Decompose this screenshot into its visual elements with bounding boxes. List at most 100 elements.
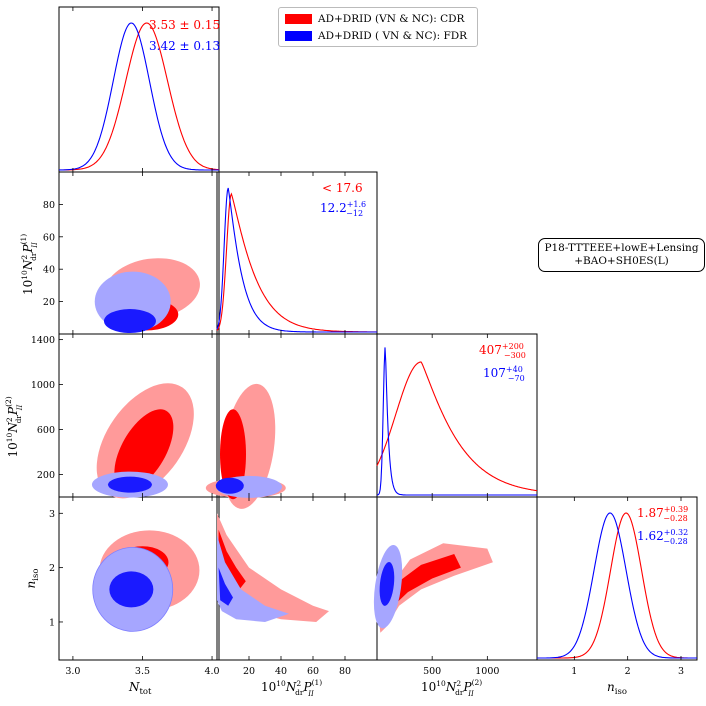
ytick-label-P1-1: 40	[43, 265, 55, 276]
ytick-label-P1-3: 80	[43, 200, 55, 211]
xtick-label-P1-3: 80	[339, 666, 351, 677]
stat-p1-fdr-part-0: 12.2	[320, 201, 347, 215]
stat-p2-cdr-part-1: +200	[502, 342, 524, 351]
contour-p2-niso-cdr-inner	[385, 554, 461, 606]
yaxis-label-p1-part-4: dr	[29, 252, 38, 261]
stat-niso-fdr-part-2: −0.28	[663, 537, 688, 546]
stat-niso-fdr: 1.62+0.32 −0.28	[637, 528, 688, 546]
contour-p1-p2-fdr-inner	[215, 477, 244, 494]
stat-p2-fdr-part-0: 107	[483, 366, 506, 380]
yaxis-label-p2-part-3: 2	[5, 417, 14, 422]
xaxis-label-p2-part-5: P	[463, 680, 473, 694]
yaxis-label-p2-part-5: P	[6, 406, 20, 416]
xaxis-label-p1-part-5: P	[303, 680, 313, 694]
contour-p1-niso-fdr-inner	[218, 567, 233, 606]
xaxis-label-p2-part-6: (2)	[472, 678, 483, 687]
marginal-ntot-fdr-line	[58, 22, 219, 171]
yaxis-label-p2-part-2: N	[6, 422, 20, 434]
stat-p1-fdr-part-2: −12	[346, 209, 363, 218]
stat-p1-fdr-part-1: +1.6	[347, 200, 366, 209]
ytick-label-P2-2: 1000	[31, 380, 55, 391]
xaxis-label-p1-part-7: II	[307, 690, 314, 698]
yaxis-label-niso: niso	[24, 569, 41, 589]
xaxis-label-niso: niso	[607, 680, 627, 697]
marginal-p2-cdr-line	[376, 361, 538, 492]
yaxis-label-p1-part-5: P	[21, 244, 35, 254]
xaxis-label-p1: 1010N2 drP(1) II	[261, 678, 322, 698]
xaxis-label-ntot-part-1: tot	[140, 687, 153, 697]
contour-ntot-p2-cdr-inner	[114, 409, 174, 491]
contour-ntot-p2-fdr-inner	[107, 476, 152, 493]
yaxis-label-p2-part-4: dr	[14, 415, 23, 424]
stat-ntot-cdr: 3.53 ± 0.15	[149, 18, 220, 32]
xaxis-label-p2-part-3: 2	[456, 679, 461, 688]
dataset-line-2: +BAO+SH0ES(L)	[574, 255, 669, 267]
yaxis-label-p1-part-7: II	[31, 242, 39, 249]
stat-p2-cdr: 407+200 −300	[479, 342, 526, 360]
yaxis-label-p1-part-0: 10	[21, 280, 35, 295]
stat-p2-cdr-part-0: 407	[479, 343, 502, 357]
ytick-label-niso-2: 3	[49, 509, 55, 520]
contour-p2-niso-cdr-outer	[379, 543, 493, 633]
ytick-label-P1-2: 60	[43, 232, 55, 243]
dataset-label-box: P18-TTTEEE+lowE+Lensing +BAO+SH0ES(L)	[538, 238, 705, 272]
legend-label-cdr: AD+DRID (VN & NC): CDR	[318, 13, 465, 25]
xaxis-label-ntot-part-0: N	[128, 680, 140, 694]
panel-frame-r3-c3	[536, 496, 698, 661]
stat-niso-cdr-part-0: 1.87	[637, 506, 664, 520]
yaxis-label-p1-part-3: 2	[20, 255, 29, 260]
yaxis-label-p2-part-6: (2)	[4, 396, 13, 407]
ytick-label-P2-1: 600	[37, 425, 55, 436]
marginal-niso-cdr-line	[537, 512, 697, 659]
contour-p1-niso-fdr-outer	[217, 535, 289, 622]
xaxis-label-p2-part-0: 10	[421, 680, 436, 694]
xaxis-label-p1-part-1: 10	[276, 679, 286, 688]
xtick-label-niso-0: 1	[571, 666, 577, 677]
xaxis-label-niso-part-1: iso	[615, 687, 627, 697]
dataset-line-1: P18-TTTEEE+lowE+Lensing	[544, 242, 699, 254]
stat-niso-fdr-part-0: 1.62	[637, 529, 664, 543]
xtick-label-Ntot-1: 3.5	[135, 666, 150, 677]
stat-p1-fdr: 12.2+1.6 −12	[320, 200, 366, 218]
xaxis-label-p1-part-0: 10	[261, 680, 276, 694]
xaxis-label-p1-part-2: N	[285, 680, 297, 694]
marginal-p2-fdr-line	[376, 347, 537, 496]
ytick-label-P2-0: 200	[37, 470, 55, 481]
stat-p2-cdr-part-2: −300	[504, 351, 526, 360]
marginal-niso-fdr-line	[537, 512, 697, 659]
stat-niso-cdr: 1.87+0.39 −0.28	[637, 505, 688, 523]
stat-niso-fdr-part-1: +0.32	[664, 528, 689, 537]
legend: AD+DRID (VN & NC): CDR AD+DRID ( VN & NC…	[278, 7, 478, 47]
contour-ntot-p1-fdr-inner	[103, 309, 156, 334]
xaxis-label-p1-part-6: (1)	[312, 678, 323, 687]
xaxis-label-p2: 1010N2 drP(2) II	[421, 678, 482, 698]
xaxis-label-p2-part-4: dr	[455, 688, 464, 697]
xaxis-label-p2-part-2: N	[445, 680, 457, 694]
ytick-label-P1-0: 20	[43, 297, 55, 308]
yaxis-label-p2: 1010N2drP(2)II	[4, 396, 24, 457]
yaxis-label-niso-part-1: iso	[31, 569, 41, 581]
xaxis-label-p2-part-1: 10	[436, 679, 446, 688]
legend-label-fdr: AD+DRID ( VN & NC): FDR	[318, 30, 468, 42]
xaxis-label-p1-part-3: 2	[296, 679, 301, 688]
ytick-label-P2-3: 1400	[31, 335, 55, 346]
xtick-label-niso-2: 3	[678, 666, 684, 677]
stat-niso-cdr-part-1: +0.39	[664, 505, 689, 514]
stat-p2-fdr-part-2: −70	[508, 374, 525, 383]
xaxis-label-ntot: Ntot	[128, 680, 152, 697]
xaxis-label-niso-part-0: n	[607, 680, 615, 694]
stat-p1-cdr: < 17.6	[322, 181, 363, 195]
yaxis-label-p2-part-0: 10	[6, 442, 20, 457]
legend-entry-fdr: AD+DRID ( VN & NC): FDR	[285, 29, 467, 43]
contour-p2-niso-fdr-inner	[379, 562, 395, 606]
xtick-label-Ntot-0: 3.0	[65, 666, 80, 677]
xtick-label-P1-2: 60	[307, 666, 319, 677]
stat-p2-fdr-part-1: +40	[506, 365, 523, 374]
stat-ntot-fdr: 3.42 ± 0.13	[149, 39, 220, 53]
ytick-label-niso-0: 1	[49, 617, 55, 628]
xtick-label-niso-1: 2	[625, 666, 631, 677]
stat-niso-cdr-part-2: −0.28	[663, 514, 688, 523]
ytick-label-niso-1: 2	[49, 563, 55, 574]
legend-entry-cdr: AD+DRID (VN & NC): CDR	[285, 12, 464, 26]
